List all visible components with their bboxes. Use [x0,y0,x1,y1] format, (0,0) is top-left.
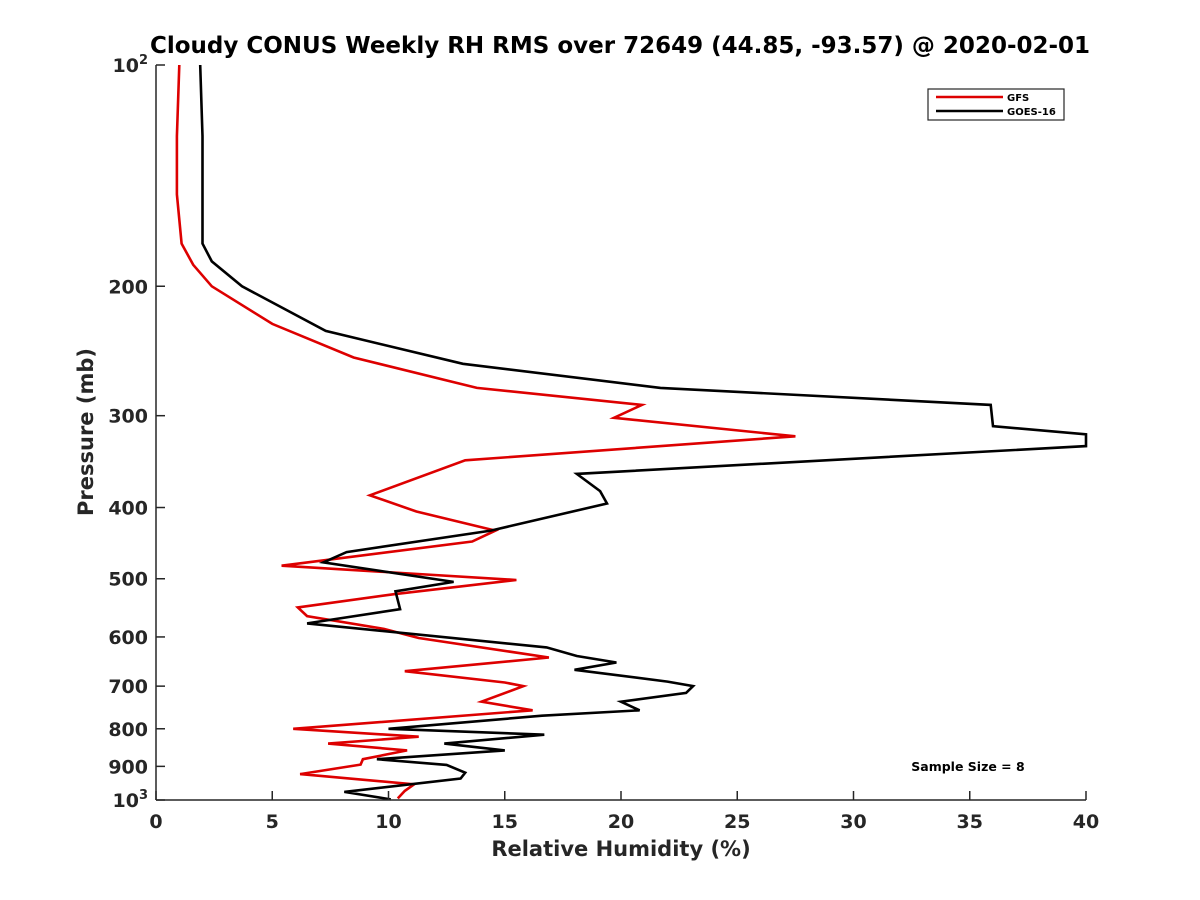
x-tick-label: 20 [608,811,634,833]
chart-title: Cloudy CONUS Weekly RH RMS over 72649 (4… [150,33,1090,59]
legend: GFS GOES-16 [927,88,1065,121]
y-tick-label: 800 [108,719,148,741]
y-tick-label: 400 [108,498,148,520]
x-tick-label: 10 [375,811,401,833]
x-tick-label: 0 [149,811,162,833]
y-tick-label: 103 [113,788,149,812]
x-tick-layer: 0 5 10 15 20 25 30 35 40 [149,791,1099,833]
y-tick-label: 200 [108,276,148,298]
series-line-1 [198,64,1088,801]
x-tick-label: 40 [1073,811,1099,833]
sample-size-annotation: Sample Size = 8 [911,759,1024,774]
y-tick-label: 500 [108,569,148,591]
y-tick-label: 300 [108,406,148,428]
x-tick-label: 25 [724,811,750,833]
legend-label-gfs: GFS [1007,93,1029,104]
x-tick-label: 5 [266,811,279,833]
y-tick-label: 600 [108,627,148,649]
y-tick-layer: 102 200 300 400 500 600 700 800 900 103 [108,53,165,812]
series-layer [175,64,1088,801]
y-tick-label: 700 [108,676,148,698]
legend-label-goes16: GOES-16 [1007,107,1056,118]
x-tick-label: 30 [840,811,866,833]
series-line-0 [175,64,796,800]
plot-area [156,65,1086,800]
y-axis-label: Pressure (mb) [74,348,98,516]
x-tick-label: 35 [957,811,983,833]
y-tick-label: 900 [108,756,148,778]
x-tick-label: 15 [492,811,518,833]
y-tick-label: 102 [113,53,149,77]
x-axis-label: Relative Humidity (%) [491,837,750,861]
legend-box [927,88,1065,121]
